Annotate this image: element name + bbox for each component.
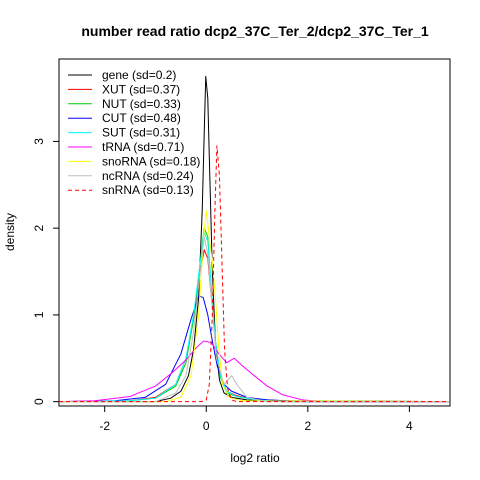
series-line-8	[59, 145, 450, 403]
y-axis: 0 1 2 3	[32, 138, 59, 405]
x-axis-label: log2 ratio	[230, 451, 280, 465]
series-line-7	[59, 236, 450, 403]
legend-label: XUT (sd=0.37)	[102, 82, 180, 96]
chart-title: number read ratio dcp2_37C_Ter_2/dcp2_37…	[81, 23, 429, 39]
legend-label: CUT (sd=0.48)	[102, 111, 181, 125]
series-line-3	[58, 295, 450, 403]
y-tick-label: 2	[32, 225, 46, 232]
x-axis: -2 0 2 4	[99, 406, 413, 433]
legend-label: ncRNA (sd=0.24)	[102, 169, 194, 183]
x-tick-label: 4	[406, 419, 413, 433]
legend-label: snoRNA (sd=0.18)	[102, 154, 200, 168]
legend-label: tRNA (sd=0.71)	[102, 140, 184, 154]
legend: gene (sd=0.2)XUT (sd=0.37)NUT (sd=0.33)C…	[68, 68, 200, 197]
legend-label: NUT (sd=0.33)	[102, 97, 181, 111]
legend-label: gene (sd=0.2)	[102, 68, 176, 82]
y-tick-label: 3	[32, 138, 46, 145]
y-tick-label: 0	[32, 398, 46, 405]
plot-frame	[58, 58, 451, 407]
legend-label: snRNA (sd=0.13)	[102, 183, 194, 197]
series-layer	[58, 75, 451, 403]
x-tick-label: 0	[203, 419, 210, 433]
x-tick-label: -2	[99, 419, 110, 433]
y-tick-label: 1	[32, 311, 46, 318]
y-axis-label: density	[3, 213, 17, 251]
legend-label: SUT (sd=0.31)	[102, 126, 180, 140]
x-tick-label: 2	[304, 419, 311, 433]
series-line-6	[59, 210, 451, 403]
series-line-4	[58, 232, 450, 403]
